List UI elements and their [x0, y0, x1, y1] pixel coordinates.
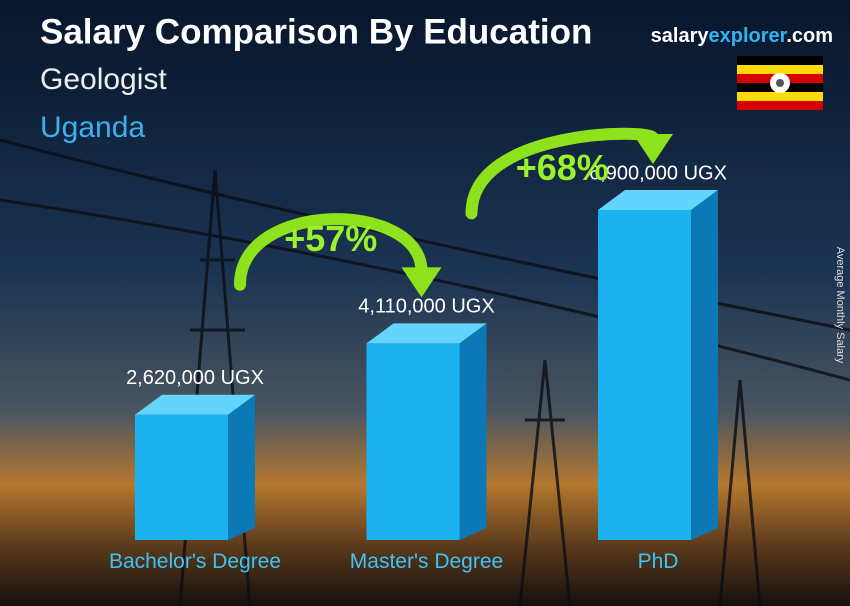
title: Salary Comparison By Education [40, 12, 592, 51]
bar [598, 210, 691, 540]
bar [366, 343, 460, 540]
value-label: 4,110,000 UGX [358, 296, 494, 318]
bar-side [459, 323, 487, 540]
brand-part: salary [651, 25, 710, 47]
x-tick-label: Master's Degree [349, 550, 504, 573]
y-axis-label: Average Monthly Salary [834, 247, 846, 364]
brand-part: explorer [708, 25, 787, 47]
flag [737, 56, 823, 110]
arrow-head [633, 134, 673, 164]
change-arrow: +57% [234, 213, 442, 298]
bar [135, 414, 228, 540]
location: Uganda [40, 111, 145, 144]
bar-top [598, 190, 718, 210]
annotation: +68% [516, 147, 609, 188]
brand-part: .com [786, 25, 833, 47]
value-label: 2,620,000 UGX [126, 367, 264, 389]
bar-side [228, 394, 255, 540]
brand: salaryexplorer.com [651, 25, 833, 47]
x-tick-label-box: Bachelor's Degree [108, 550, 282, 573]
subtitle: Geologist [40, 63, 167, 96]
x-tick-label: PhD [637, 550, 679, 573]
bar-side [691, 190, 718, 540]
x-tick-label: Bachelor's Degree [108, 550, 282, 573]
bar-top [366, 323, 487, 344]
arrow-curve [234, 213, 428, 291]
bar-top [135, 394, 255, 415]
annotation: +57% [284, 218, 377, 259]
x-tick-label-box: Master's Degree [349, 550, 504, 573]
change-arrow: +68% [465, 127, 673, 220]
value-label: 6,900,000 UGX [589, 162, 727, 184]
arrow-head [401, 267, 442, 298]
x-tick-label-box: PhD [637, 550, 679, 573]
